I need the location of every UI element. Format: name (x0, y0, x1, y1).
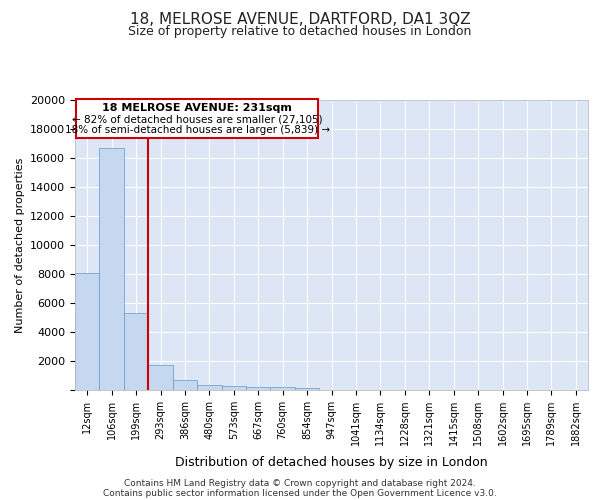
Bar (148, 364, 173, 390)
Bar (295, 388, 319, 390)
Text: ← 82% of detached houses are smaller (27,105): ← 82% of detached houses are smaller (27… (72, 114, 322, 124)
Bar (75, 272, 100, 390)
Text: 18% of semi-detached houses are larger (5,839) →: 18% of semi-detached houses are larger (… (65, 126, 330, 136)
Bar (221, 386, 246, 390)
Text: Contains HM Land Registry data © Crown copyright and database right 2024.: Contains HM Land Registry data © Crown c… (124, 478, 476, 488)
Text: Contains public sector information licensed under the Open Government Licence v3: Contains public sector information licen… (103, 488, 497, 498)
Bar (124, 313, 148, 390)
Text: 18, MELROSE AVENUE, DARTFORD, DA1 3QZ: 18, MELROSE AVENUE, DARTFORD, DA1 3QZ (130, 12, 470, 28)
Bar (100, 148, 124, 390)
Bar (173, 380, 197, 390)
FancyBboxPatch shape (76, 98, 318, 138)
Text: 18 MELROSE AVENUE: 231sqm: 18 MELROSE AVENUE: 231sqm (102, 103, 292, 113)
X-axis label: Distribution of detached houses by size in London: Distribution of detached houses by size … (175, 456, 488, 469)
Bar (271, 388, 295, 390)
Y-axis label: Number of detached properties: Number of detached properties (14, 158, 25, 332)
Text: Size of property relative to detached houses in London: Size of property relative to detached ho… (128, 25, 472, 38)
Bar (246, 387, 271, 390)
Bar (197, 385, 221, 390)
